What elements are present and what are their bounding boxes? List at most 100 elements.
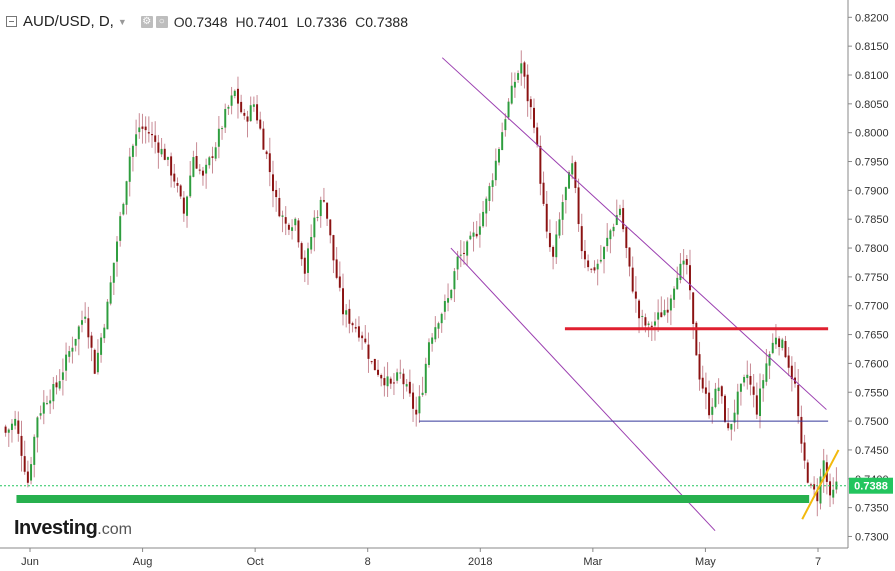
candle-up xyxy=(116,241,118,262)
last-price-label: 0.7388 xyxy=(854,481,888,493)
candle-up xyxy=(759,388,761,416)
x-axis: Jun Aug Oct 8 2018 Mar May 7 xyxy=(0,547,848,568)
candle-down xyxy=(300,243,303,260)
candle-up xyxy=(456,256,459,270)
candle-down xyxy=(211,156,214,158)
candle-up xyxy=(568,172,571,189)
high-value: 0.7401 xyxy=(245,13,289,30)
candle-down xyxy=(542,182,545,204)
candle-up xyxy=(138,127,141,133)
candle-up xyxy=(443,301,446,312)
candle-up xyxy=(822,460,825,478)
candle-up xyxy=(733,412,736,423)
candle-up xyxy=(618,208,621,215)
chevron-down-icon[interactable]: ▼ xyxy=(117,16,127,27)
candle-up xyxy=(431,337,434,344)
candle-down xyxy=(373,358,376,371)
x-tick-label: Jun xyxy=(21,556,39,568)
candle-down xyxy=(201,170,204,176)
candle-down xyxy=(179,185,182,197)
candle-down xyxy=(297,220,300,243)
y-tick-label: 0.7950 xyxy=(855,157,889,169)
candle-up xyxy=(33,436,36,465)
candle-up xyxy=(77,326,80,340)
candle-down xyxy=(163,148,166,160)
candle-down xyxy=(157,142,160,153)
chart-header: AUD/USD, D, ▼ ⚙ ○ O 0.7348 H 0.7401 L 0.733… xyxy=(6,13,416,30)
candle-up xyxy=(224,108,227,128)
candle-down xyxy=(20,435,23,456)
candle-up xyxy=(558,219,561,236)
candle-down xyxy=(93,349,96,374)
candle-up xyxy=(128,156,131,182)
candle-down xyxy=(326,202,329,219)
candle-up xyxy=(603,247,606,260)
candle-down xyxy=(287,224,290,230)
candle-down xyxy=(361,335,364,339)
candle-down xyxy=(329,219,332,236)
trendlines xyxy=(0,57,848,532)
candle-down xyxy=(708,392,711,416)
candle-up xyxy=(520,63,523,74)
candle-down xyxy=(660,312,663,318)
candle-down xyxy=(548,233,551,248)
candle-up xyxy=(437,323,440,329)
candle-up xyxy=(109,282,112,304)
candle-down xyxy=(332,235,335,261)
candle-up xyxy=(396,372,399,381)
candle-down xyxy=(724,395,726,423)
candle-up xyxy=(485,198,488,214)
candle-up xyxy=(135,134,138,146)
candle-down xyxy=(354,327,357,329)
candle-down xyxy=(342,288,344,315)
candle-down xyxy=(271,174,274,192)
candle-up xyxy=(294,218,297,226)
candle-up xyxy=(599,259,602,262)
candle-down xyxy=(701,377,704,389)
candle-down xyxy=(829,481,832,496)
candle-down xyxy=(348,308,351,324)
hide-icon[interactable]: ○ xyxy=(155,15,168,28)
x-tick-label: Mar xyxy=(583,556,602,568)
candle-down xyxy=(800,416,803,444)
symbol-label[interactable]: AUD/USD, D, xyxy=(23,13,114,30)
candle-down xyxy=(462,252,465,254)
candle-up xyxy=(469,235,472,240)
y-tick-label: 0.7900 xyxy=(855,185,889,197)
candle-down xyxy=(536,127,539,145)
candle-down xyxy=(720,386,723,397)
y-tick-label: 0.7550 xyxy=(855,387,889,399)
candle-up xyxy=(52,384,55,402)
candle-up xyxy=(832,489,835,498)
collapse-icon[interactable] xyxy=(6,16,17,27)
y-tick-label: 0.7700 xyxy=(855,301,889,313)
candle-up xyxy=(71,347,74,352)
candle-down xyxy=(170,156,173,176)
candle-down xyxy=(650,325,653,328)
candle-up xyxy=(68,351,71,357)
candle-up xyxy=(100,337,103,355)
x-tick-label: Aug xyxy=(133,556,153,568)
candle-up xyxy=(74,338,77,346)
candle-up xyxy=(205,164,208,174)
settings-icon[interactable]: ⚙ xyxy=(140,15,153,28)
candle-up xyxy=(36,417,39,438)
y-tick-label: 0.8000 xyxy=(855,128,889,140)
candle-down xyxy=(622,208,625,230)
candle-up xyxy=(768,354,771,366)
candle-up xyxy=(561,202,564,220)
candle-up xyxy=(281,215,284,217)
candle-up xyxy=(386,376,389,387)
candle-up xyxy=(10,423,13,430)
candle-up xyxy=(49,400,52,404)
candle-down xyxy=(587,260,590,268)
y-tick-label: 0.7350 xyxy=(855,503,889,515)
candle-down xyxy=(380,375,383,379)
candle-down xyxy=(383,378,386,386)
candle-up xyxy=(555,234,558,258)
candle-down xyxy=(262,128,265,150)
candle-up xyxy=(736,391,739,415)
candle-up xyxy=(345,310,348,315)
candle-down xyxy=(303,257,306,274)
